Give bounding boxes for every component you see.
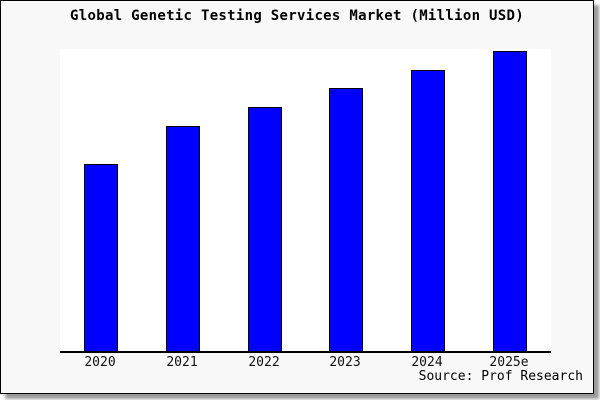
bar-2021 [166,126,200,351]
bar-2023 [329,88,363,351]
bar-2020 [84,164,118,351]
chart-title: Global Genetic Testing Services Market (… [70,8,524,24]
chart-frame: Global Genetic Testing Services Market (… [0,0,594,394]
bar-2024 [411,70,445,351]
bar-2025e [493,51,527,351]
source-credit: Source: Prof Research [418,369,583,384]
plot-area [60,49,551,353]
bar-2022 [248,107,282,351]
